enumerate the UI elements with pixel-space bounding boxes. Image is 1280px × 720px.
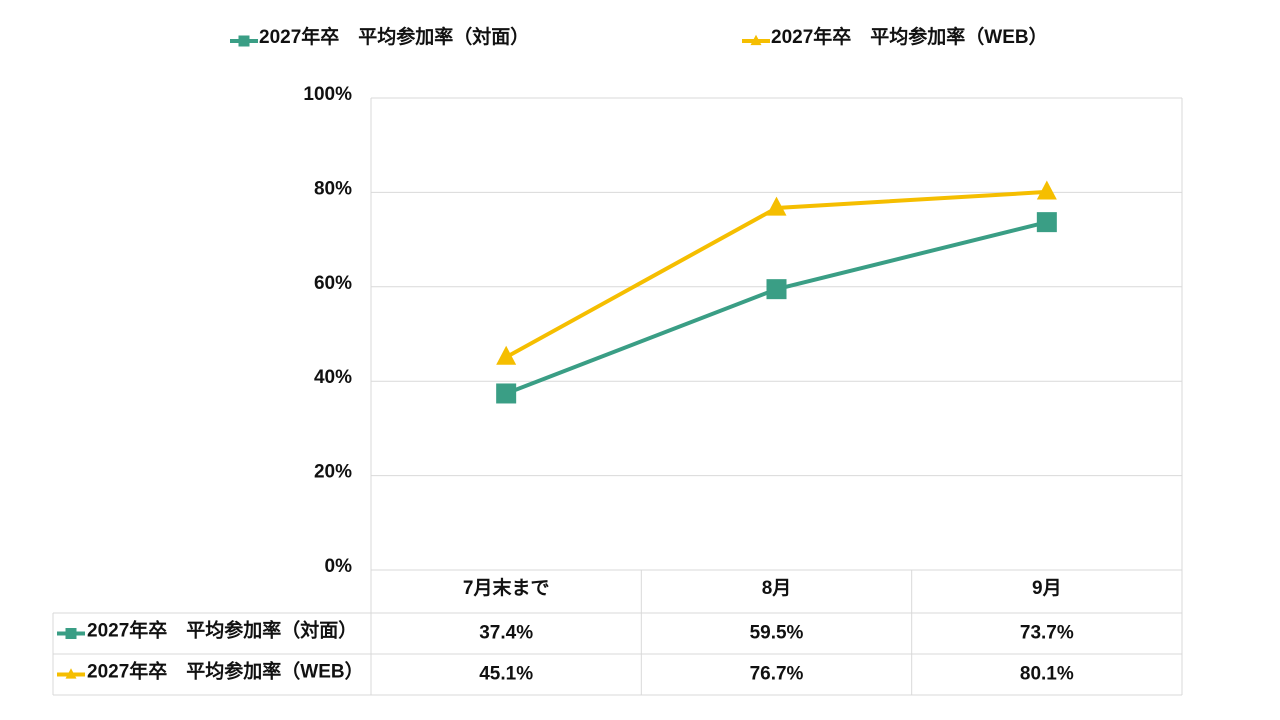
legend-marker (65, 628, 77, 639)
x-tick-label: 8月 (762, 578, 792, 599)
marker (496, 345, 517, 365)
legend-label: 2027年卒 平均参加率（対面） (259, 25, 529, 48)
y-tick-label: 20% (314, 462, 352, 483)
x-tick-label: 7月末まで (463, 576, 550, 599)
table-series-label: 2027年卒 平均参加率（WEB） (87, 660, 364, 683)
y-tick-label: 100% (303, 84, 352, 105)
y-tick-label: 60% (314, 273, 352, 294)
legend-marker (238, 35, 250, 47)
y-tick-label: 0% (325, 556, 353, 577)
marker (766, 196, 787, 216)
y-tick-label: 40% (314, 367, 352, 388)
y-tick-label: 80% (314, 178, 352, 199)
table-value: 76.7% (750, 664, 804, 685)
legend-marker (750, 34, 762, 46)
table-value: 45.1% (479, 664, 533, 685)
series-line (505, 220, 1048, 396)
table-value: 80.1% (1020, 664, 1074, 685)
legend-label: 2027年卒 平均参加率（WEB） (771, 25, 1048, 48)
marker (1036, 180, 1057, 200)
marker (766, 279, 787, 300)
marker (1036, 212, 1057, 233)
table-series-label: 2027年卒 平均参加率（対面） (87, 619, 357, 642)
legend-marker (65, 668, 77, 679)
table-value: 59.5% (750, 623, 804, 644)
table-value: 73.7% (1020, 623, 1074, 644)
table-value: 37.4% (479, 623, 533, 644)
marker (496, 383, 517, 404)
series-line (505, 189, 1047, 359)
x-tick-label: 9月 (1032, 578, 1062, 599)
